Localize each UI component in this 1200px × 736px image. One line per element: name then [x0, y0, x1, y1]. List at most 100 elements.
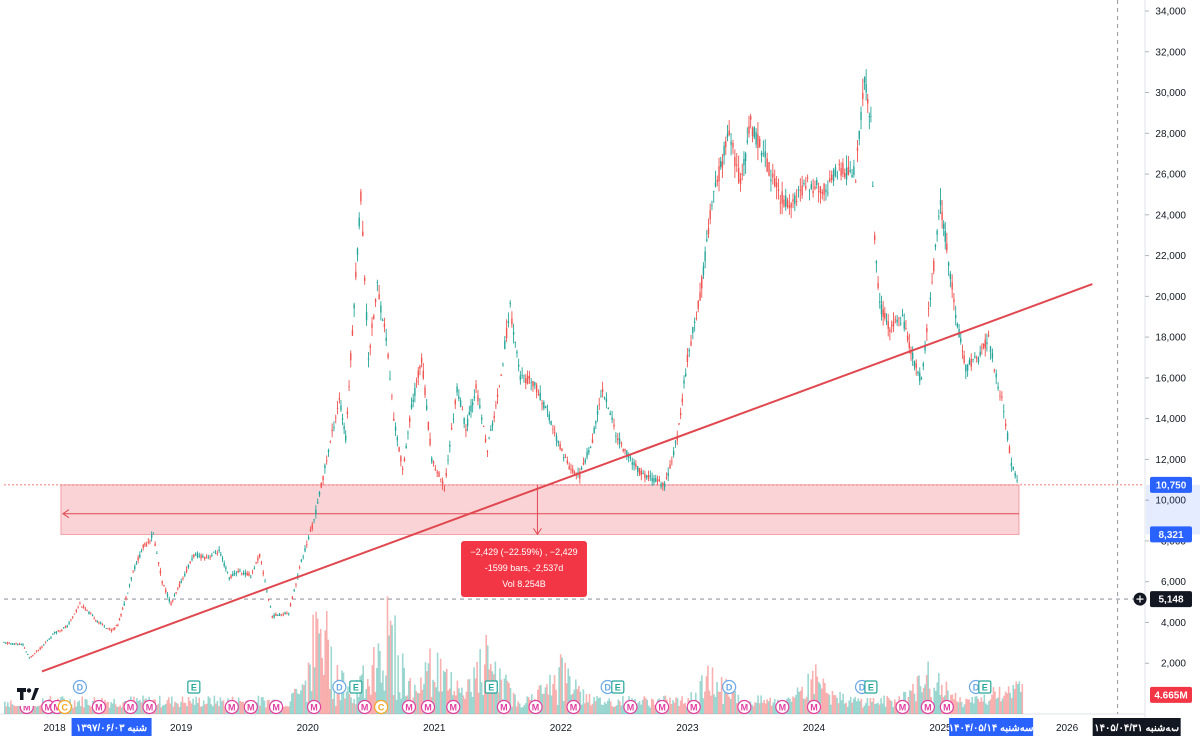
candle-body [640, 470, 642, 476]
candle-body [749, 116, 752, 120]
candle-body [241, 573, 243, 575]
volume-bar [575, 679, 577, 714]
volume-bar [482, 695, 484, 714]
earnings-marker[interactable] [484, 680, 498, 694]
candle-body [205, 557, 208, 559]
trendline[interactable] [41, 283, 1093, 673]
candle-body [502, 363, 504, 365]
volume-bar [19, 705, 21, 714]
meeting-marker[interactable] [654, 699, 670, 715]
earnings-marker-label: E [868, 683, 874, 693]
meeting-marker[interactable] [306, 699, 322, 715]
candle-body [579, 473, 581, 479]
event-marker-label: M [943, 703, 951, 713]
volume-bar [330, 646, 333, 714]
meeting-marker[interactable] [895, 699, 910, 715]
candle-body [471, 402, 474, 406]
candle-body [383, 323, 386, 328]
volume-bar [992, 687, 995, 714]
meeting-marker[interactable] [686, 699, 701, 715]
event-markers[interactable]: M M M CDM M MEM M M MD EM C M M MEM M MD EM M MDM M MD EM M MD E [19, 679, 992, 715]
candle-body [309, 529, 312, 532]
logo-stem [20, 688, 24, 700]
earnings-marker[interactable] [611, 680, 625, 694]
earnings-marker[interactable] [978, 680, 992, 694]
meeting-marker[interactable] [920, 699, 935, 715]
volume-bar [966, 699, 969, 714]
volume-bar [679, 700, 682, 714]
volume-bar [521, 707, 524, 714]
candle-body [927, 308, 930, 309]
candle-body [892, 321, 895, 327]
meeting-marker[interactable] [401, 699, 417, 715]
candle-body [293, 589, 295, 592]
candle-body [496, 394, 499, 397]
volume-bar [407, 681, 410, 714]
meeting-marker[interactable] [224, 699, 239, 715]
volume-bar [892, 707, 895, 714]
candle-body [52, 633, 54, 635]
volume-bar [568, 676, 571, 714]
volume-bar [593, 697, 595, 714]
event-marker-label: M [424, 703, 432, 713]
meeting-marker[interactable] [123, 699, 138, 715]
meeting-marker[interactable] [939, 699, 954, 715]
candle-body [271, 616, 273, 618]
candle-body [672, 451, 675, 456]
candle-body [380, 305, 382, 313]
meeting-marker[interactable] [623, 699, 638, 715]
time-axis[interactable]: 2018 2019 2020 2021 2022 2023 2024 2025 2026 [43, 723, 1078, 734]
candle-body [726, 133, 729, 138]
dividend-marker[interactable] [72, 679, 88, 695]
support-zone[interactable] [60, 484, 1020, 535]
meeting-marker[interactable] [806, 699, 822, 715]
y-tick-label: 24,000 [1155, 210, 1186, 221]
meeting-marker[interactable] [243, 699, 258, 715]
meeting-marker[interactable] [496, 699, 511, 715]
meeting-marker[interactable] [91, 699, 107, 715]
earnings-marker[interactable] [349, 680, 363, 694]
dividend-marker[interactable] [332, 679, 347, 695]
volume-bar [758, 703, 761, 714]
volume-bar [360, 674, 363, 714]
meeting-marker[interactable] [775, 699, 790, 715]
volume-bar [965, 698, 967, 714]
candle-body [757, 134, 759, 149]
dividend-marker[interactable] [722, 679, 737, 695]
meeting-marker[interactable] [357, 699, 372, 715]
earnings-marker[interactable] [864, 680, 878, 694]
tradingview-logo-icon[interactable] [12, 682, 42, 706]
candle-body [223, 563, 225, 566]
volume-bar [846, 706, 849, 714]
meeting-marker[interactable] [420, 699, 436, 715]
price-axis[interactable]: 34,000 32,000 30,000 28,000 26,000 24,000 22,0… [1145, 7, 1186, 670]
volume-bar [620, 705, 623, 714]
corporate-marker[interactable] [374, 699, 389, 715]
volume-bar [1004, 691, 1007, 714]
volume-bar [995, 698, 998, 714]
event-marker-label: M [127, 703, 135, 713]
candle-body [555, 435, 558, 442]
meeting-marker[interactable] [566, 699, 581, 715]
meeting-marker[interactable] [737, 699, 752, 715]
candle-body [180, 581, 182, 583]
meeting-marker[interactable] [268, 699, 284, 715]
meeting-marker[interactable] [142, 699, 157, 715]
meeting-marker[interactable] [528, 699, 543, 715]
earnings-marker[interactable] [187, 680, 201, 694]
volume-bar [508, 683, 510, 714]
candle-body [142, 544, 144, 548]
volume-bar [386, 596, 389, 714]
meeting-marker[interactable] [446, 699, 461, 715]
corporate-marker[interactable] [57, 699, 72, 715]
candle-body [105, 628, 107, 629]
volume-bar [289, 701, 292, 714]
candle-body [166, 594, 169, 597]
volume-bar [436, 652, 439, 714]
gear-icon[interactable] [1169, 722, 1181, 734]
volume-bar [972, 703, 975, 714]
volume-bar [216, 700, 219, 714]
volume-bar [4, 701, 6, 714]
